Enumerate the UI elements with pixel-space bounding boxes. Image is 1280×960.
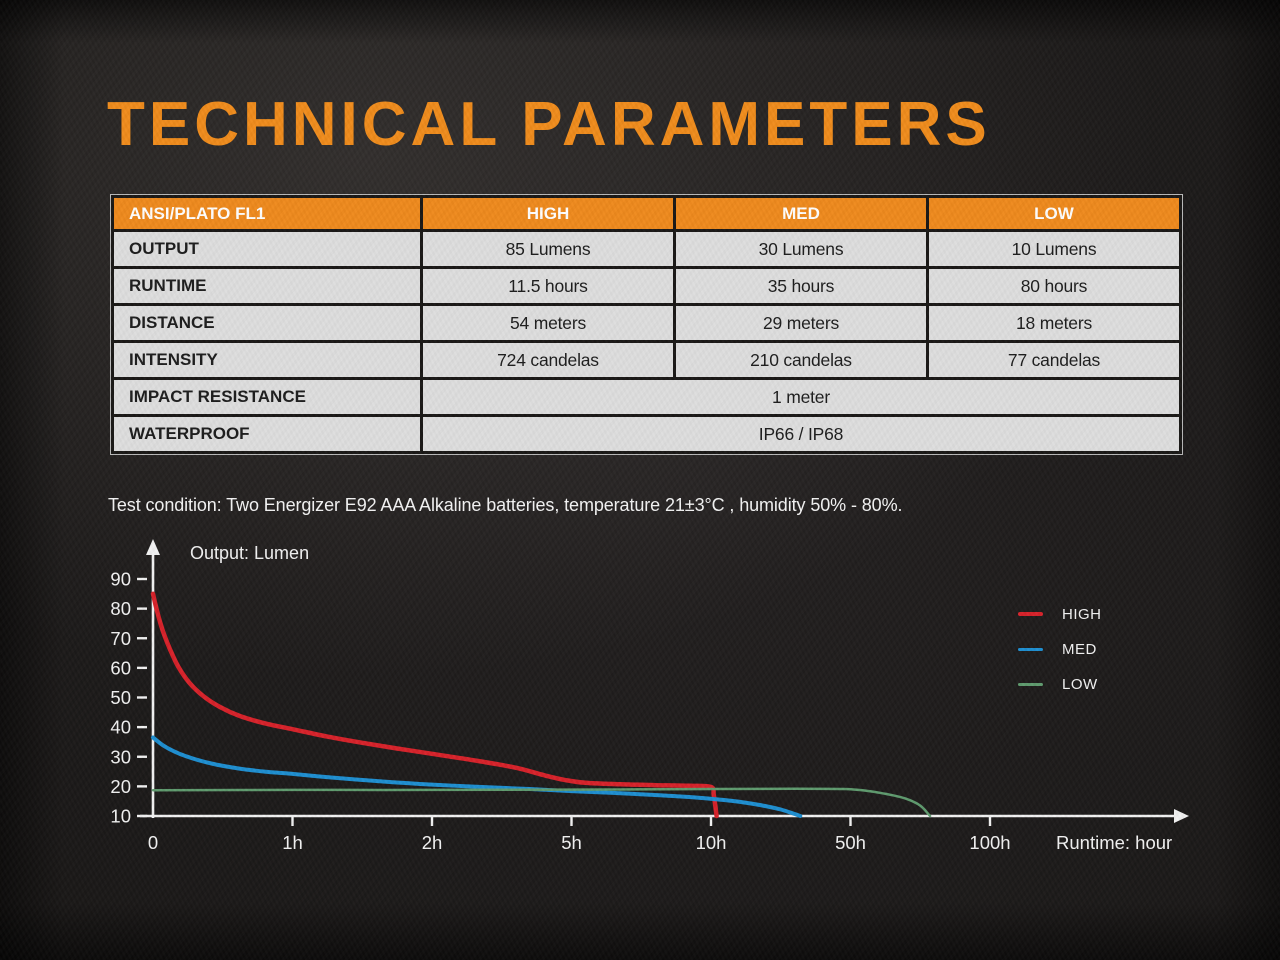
row-label: DISTANCE: [114, 306, 420, 340]
spec-table: ANSI/PLATO FL1 HIGH MED LOW OUTPUT 85 Lu…: [110, 194, 1183, 455]
legend-label: HIGH: [1062, 605, 1102, 623]
row-label: INTENSITY: [114, 343, 420, 377]
legend-item-low: LOW: [1018, 674, 1102, 694]
table-row-waterproof: WATERPROOF IP66 / IP68: [114, 417, 1179, 451]
spec-cell: 210 candelas: [676, 343, 926, 377]
spec-cell: 85 Lumens: [423, 232, 673, 266]
row-label: RUNTIME: [114, 269, 420, 303]
table-row-impact-resistance: IMPACT RESISTANCE 1 meter: [114, 380, 1179, 414]
spec-cell-merged: IP66 / IP68: [423, 417, 1179, 451]
spec-cell: 29 meters: [676, 306, 926, 340]
row-label: WATERPROOF: [114, 417, 420, 451]
x-tick-label: 0: [148, 832, 158, 853]
header-cell-low: LOW: [929, 198, 1179, 229]
x-axis-arrow: [1174, 809, 1189, 823]
chart-legend: HIGH MED LOW: [1018, 604, 1102, 694]
x-tick-label: 5h: [561, 832, 582, 853]
x-tick-label: 2h: [422, 832, 443, 853]
row-label: OUTPUT: [114, 232, 420, 266]
header-cell-med: MED: [676, 198, 926, 229]
table-header-row: ANSI/PLATO FL1 HIGH MED LOW: [114, 198, 1179, 229]
spec-cell: 30 Lumens: [676, 232, 926, 266]
runtime-chart: 10 20 30 40 50 60 70 80 90 0 1h 2h 5h 10h 50h 100h Outpu…: [110, 539, 1189, 853]
legend-item-med: MED: [1018, 639, 1102, 659]
legend-swatch: [1018, 682, 1043, 686]
y-tick-label: 60: [110, 657, 131, 678]
table-row-runtime: RUNTIME 11.5 hours 35 hours 80 hours: [114, 269, 1179, 303]
x-axis-title: Runtime: hour: [1056, 832, 1172, 853]
legend-label: MED: [1062, 640, 1097, 658]
y-axis-arrow: [146, 539, 160, 555]
x-tick-label: 100h: [969, 832, 1010, 853]
y-axis-title: Output: Lumen: [190, 543, 309, 563]
table-row-distance: DISTANCE 54 meters 29 meters 18 meters: [114, 306, 1179, 340]
legend-swatch: [1018, 612, 1043, 616]
page-title: TECHNICAL PARAMETERS: [107, 90, 991, 159]
spec-cell: 35 hours: [676, 269, 926, 303]
y-tick-label: 20: [110, 776, 131, 797]
y-tick-label: 90: [110, 569, 131, 590]
x-tick-label: 1h: [282, 832, 303, 853]
y-tick-label: 40: [110, 717, 131, 738]
legend-label: LOW: [1062, 675, 1098, 693]
spec-cell: 10 Lumens: [929, 232, 1179, 266]
series-high: [150, 591, 719, 819]
runtime-chart-area: 10 20 30 40 50 60 70 80 90 0 1h 2h 5h 10h 50h 100h Outpu…: [90, 530, 1210, 860]
spec-cell: 54 meters: [423, 306, 673, 340]
table-row-intensity: INTENSITY 724 candelas 210 candelas 77 c…: [114, 343, 1179, 377]
test-condition-text: Test condition: Two Energizer E92 AAA Al…: [108, 495, 903, 515]
spec-cell: 18 meters: [929, 306, 1179, 340]
spec-cell: 77 candelas: [929, 343, 1179, 377]
spec-cell: 724 candelas: [423, 343, 673, 377]
y-tick-label: 10: [110, 806, 131, 827]
spec-cell: 80 hours: [929, 269, 1179, 303]
y-tick-label: 70: [110, 628, 131, 649]
x-tick-label: 10h: [696, 832, 727, 853]
spec-cell-merged: 1 meter: [423, 380, 1179, 414]
y-tick-label: 30: [110, 746, 131, 767]
spec-cell: 11.5 hours: [423, 269, 673, 303]
series-low: [151, 787, 932, 818]
header-cell-standard: ANSI/PLATO FL1: [114, 198, 420, 229]
series-med: [151, 735, 803, 818]
table-row-output: OUTPUT 85 Lumens 30 Lumens 10 Lumens: [114, 232, 1179, 266]
y-tick-label: 50: [110, 687, 131, 708]
row-label: IMPACT RESISTANCE: [114, 380, 420, 414]
y-tick-label: 80: [110, 598, 131, 619]
header-cell-high: HIGH: [423, 198, 673, 229]
legend-swatch: [1018, 647, 1043, 651]
x-tick-label: 50h: [835, 832, 866, 853]
legend-item-high: HIGH: [1018, 604, 1102, 624]
